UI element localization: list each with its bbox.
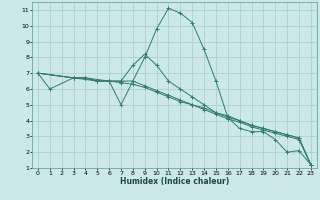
X-axis label: Humidex (Indice chaleur): Humidex (Indice chaleur) — [120, 177, 229, 186]
